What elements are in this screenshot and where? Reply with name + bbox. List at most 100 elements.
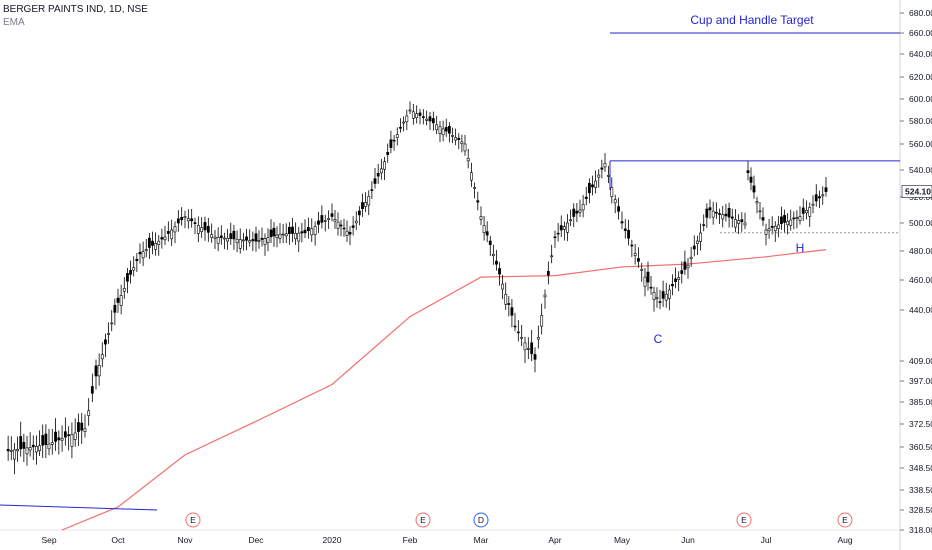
indicator-label[interactable]: EMA — [3, 17, 25, 28]
candle-body — [333, 219, 337, 222]
candle-body — [154, 243, 158, 250]
candle-body — [821, 194, 825, 197]
earnings-marker[interactable] — [736, 512, 752, 528]
earnings-marker[interactable] — [185, 512, 201, 528]
candle-body — [405, 115, 409, 123]
candle-body — [526, 348, 530, 350]
time-tick-label: Dec — [248, 535, 264, 545]
candle-body — [764, 229, 768, 235]
candle-body — [336, 221, 340, 229]
candle-body — [734, 219, 737, 228]
time-tick-label: Aug — [837, 535, 852, 545]
price-tick-label: 540.00 — [909, 165, 932, 175]
time-tick-label: May — [614, 535, 631, 545]
price-tick-label: 360.50 — [909, 442, 932, 452]
earnings-marker[interactable] — [415, 512, 431, 528]
price-tick-label: 328.50 — [909, 505, 932, 515]
candle-body — [421, 116, 425, 118]
time-tick-label: Nov — [177, 535, 193, 545]
candle-body — [116, 297, 120, 303]
candle-body — [47, 443, 51, 450]
candle-body — [122, 288, 126, 292]
price-tick-label: 660.00 — [909, 28, 932, 38]
candle-body — [395, 134, 399, 138]
candle-body — [87, 410, 91, 416]
candle-body — [510, 307, 514, 316]
price-tick-label: 385.00 — [909, 397, 932, 407]
candle-body — [223, 237, 226, 240]
candle-body — [411, 111, 415, 119]
candle-body — [60, 438, 64, 441]
candle-body — [805, 210, 808, 214]
time-tick-label: 2020 — [323, 535, 342, 545]
annotation-target-label: Cup and Handle Target — [690, 13, 814, 27]
candle-body — [702, 224, 706, 226]
candle-body — [35, 446, 38, 453]
candle-body — [176, 218, 180, 224]
candle-body — [792, 217, 796, 220]
candle-body — [431, 118, 435, 124]
candle-body — [251, 239, 255, 242]
candle-body — [680, 270, 684, 274]
candle-body — [786, 220, 790, 226]
earnings-marker[interactable] — [837, 512, 853, 528]
candle-body — [783, 215, 786, 223]
candle-body — [345, 230, 349, 236]
time-tick-label: Oct — [111, 535, 125, 545]
ema-line[interactable] — [61, 249, 827, 531]
candle-body — [530, 342, 534, 355]
candle-body — [351, 225, 355, 228]
candle-body — [463, 143, 467, 152]
candle-body — [6, 449, 10, 452]
annotation-cup-label: C — [654, 332, 663, 346]
candle-body — [272, 227, 276, 237]
candle-body — [761, 217, 765, 221]
candle-body — [310, 228, 314, 236]
candle-body — [646, 271, 650, 283]
candle-body — [575, 210, 579, 214]
symbol-title[interactable]: BERGER PAINTS IND, 1D, NSE — [3, 4, 148, 15]
candle-body — [330, 213, 334, 217]
candle-body — [476, 200, 480, 203]
candle-body — [513, 325, 517, 328]
candle-body — [649, 286, 653, 289]
candle-body — [640, 268, 644, 271]
candle-body — [808, 206, 812, 217]
candle-body — [113, 304, 117, 313]
dividend-marker[interactable] — [473, 512, 489, 528]
candle-body — [132, 267, 136, 271]
candle-body — [714, 211, 718, 214]
candle-body — [203, 222, 207, 231]
candle-body — [367, 196, 371, 206]
candle-body — [752, 185, 756, 193]
candle-body — [229, 233, 233, 239]
trend-line[interactable] — [0, 504, 158, 511]
candle-body — [696, 240, 699, 245]
candle-body — [743, 222, 747, 226]
candle-body — [28, 447, 32, 451]
candle-body — [339, 224, 343, 227]
candle-body — [275, 234, 279, 239]
candle-body — [327, 218, 331, 220]
candle-body — [291, 226, 294, 234]
price-tick-label: 372.50 — [909, 419, 932, 429]
candle-body — [141, 251, 145, 259]
annotation-handle-label: H — [796, 241, 805, 255]
candle-body — [801, 207, 805, 214]
candle-body — [13, 449, 16, 460]
candle-body — [196, 225, 200, 234]
candle-body — [278, 233, 282, 239]
candle-body — [591, 184, 594, 188]
candle-body — [348, 232, 352, 235]
candle-body — [317, 220, 320, 225]
candle-body — [655, 297, 659, 299]
earnings-marker-label: E — [741, 515, 747, 525]
candle-body — [746, 170, 750, 174]
candle-body — [119, 295, 123, 306]
candle-body — [724, 213, 728, 217]
candle-body — [671, 284, 674, 287]
candle-body — [466, 158, 470, 162]
candle-body — [160, 237, 164, 240]
